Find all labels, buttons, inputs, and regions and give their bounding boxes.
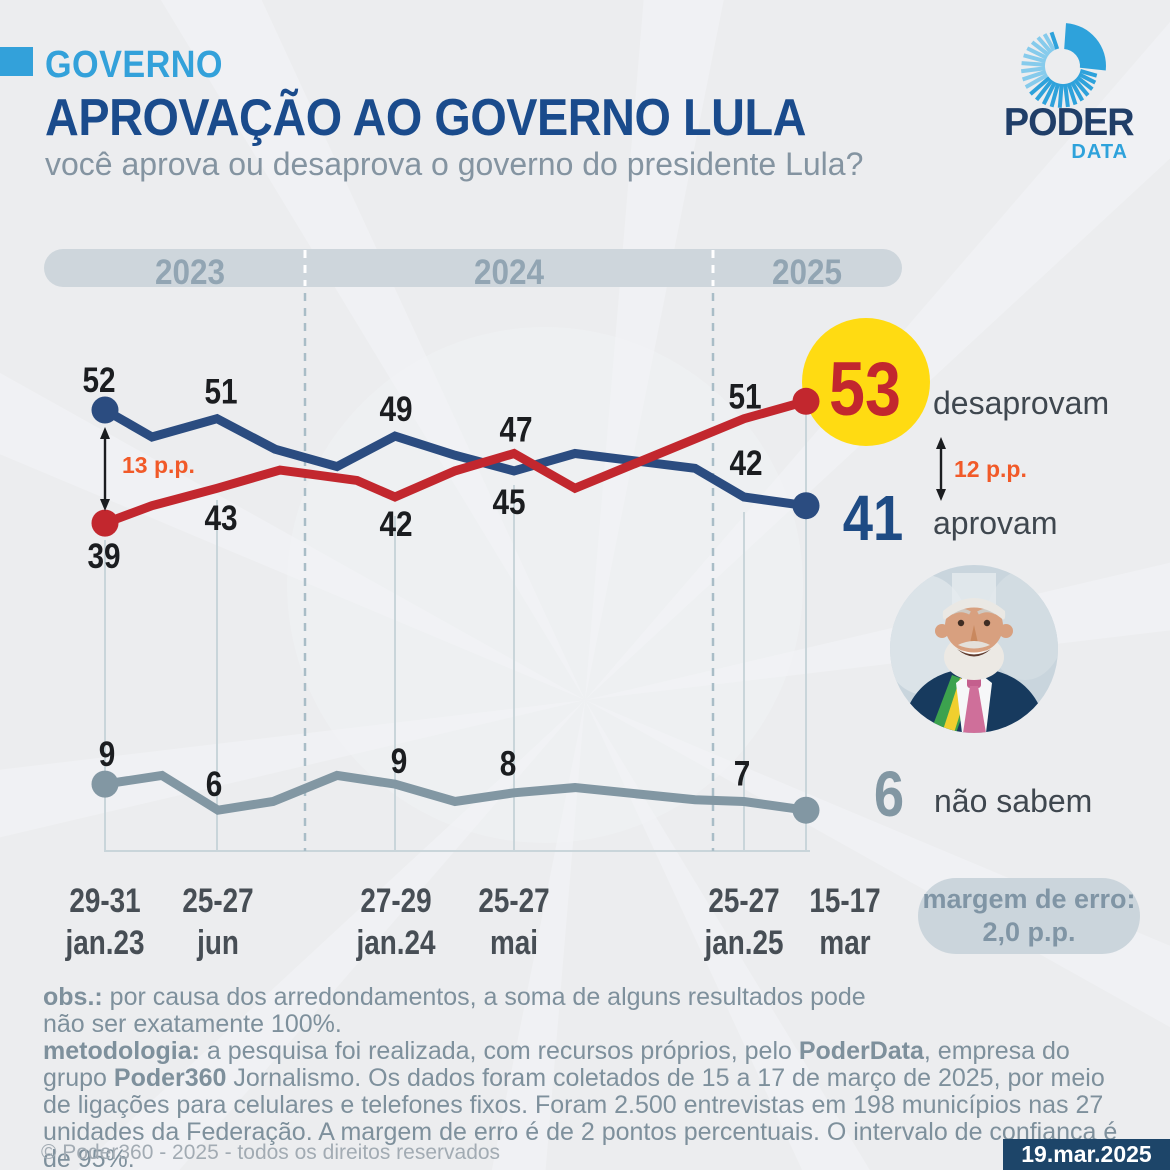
margin-of-error-badge: margem de erro: 2,0 p.p. (918, 878, 1140, 954)
line-desaprovam (100, 396, 811, 528)
kicker: GOVERNO (45, 44, 223, 86)
logo-poder: PODER (1003, 101, 1135, 144)
logo-ray (1049, 82, 1061, 108)
logo-ray (1041, 81, 1057, 106)
x-axis-label: 25-27 jun (182, 882, 254, 962)
watermark-ray (585, 0, 1170, 700)
point-label-desaprovam: 47 (499, 410, 532, 449)
gap-arrowhead (100, 499, 110, 511)
lula-photo (890, 565, 1058, 733)
year-2024: 2024 (473, 253, 545, 292)
watermark-ray (394, 700, 585, 1170)
gap-13pp-label: 13 p.p. (122, 452, 195, 478)
dot-desaprovam (792, 387, 820, 415)
point-label-desaprovam: 51 (728, 377, 761, 416)
watermark-ray (585, 475, 1170, 700)
point-label-desaprovam: 39 (87, 537, 120, 576)
logo-ray (1020, 66, 1046, 74)
point-label-nao-sabem: 6 (206, 765, 223, 804)
logo-ray (1034, 78, 1054, 102)
point-label-aprovam: 42 (729, 444, 762, 483)
logo-ray (1073, 78, 1090, 97)
watermark-circle (287, 327, 803, 843)
year-band (44, 249, 902, 287)
x-axis-label: 25-27 mai (478, 882, 550, 962)
dot-nao-sabem (792, 796, 820, 824)
point-label-nao-sabem: 9 (99, 735, 116, 774)
publication-date: 19.mar.2025 (1003, 1139, 1170, 1170)
logo-data: DATA (1071, 141, 1128, 163)
copyright: © Poder360 - 2025 - todos os direitos re… (41, 1141, 501, 1164)
point-label-aprovam: 51 (204, 372, 237, 411)
lula-avatar-illustration (890, 565, 1058, 733)
dot-aprovam (91, 396, 119, 424)
logo-ray (1042, 33, 1056, 52)
point-label-aprovam: 49 (379, 390, 412, 429)
line-nao-sabem (100, 770, 811, 815)
logo-ray (1024, 73, 1049, 89)
logo-ray (1079, 69, 1098, 78)
logo-ray (1057, 83, 1064, 108)
point-label-nao-sabem: 8 (500, 744, 517, 783)
logo-ray (1063, 83, 1070, 108)
x-axis-label: 25-27 jan.25 (704, 882, 784, 962)
watermark-ray (0, 700, 585, 1170)
line-aprovam (100, 405, 811, 511)
badge-line1: margem de erro: (922, 884, 1136, 914)
gap-arrowhead (100, 427, 110, 439)
aprovam-label: aprovam (933, 505, 1058, 541)
badge-line2: 2,0 p.p. (982, 917, 1076, 947)
watermark-ray (585, 0, 776, 700)
year-2025: 2025 (771, 253, 843, 292)
nao-sabem-label: não sabem (934, 783, 1093, 819)
page-subtitle: você aprova ou desaprova o governo do pr… (45, 146, 864, 182)
page-title: APROVAÇÃO AO GOVERNO LULA (45, 89, 806, 147)
logo-ray (1078, 72, 1097, 85)
x-axis-label: 29-31 jan.23 (65, 882, 145, 962)
dot-aprovam (792, 492, 820, 520)
point-label-desaprovam: 43 (204, 499, 237, 538)
desaprovam-value: 53 (829, 347, 901, 432)
point-label-desaprovam: 42 (379, 505, 412, 544)
gap-arrowhead (936, 437, 946, 449)
kicker-square (0, 47, 33, 76)
logo-ray (1021, 61, 1046, 67)
logo-ray (1075, 75, 1094, 91)
point-label-aprovam: 45 (492, 483, 525, 522)
dot-desaprovam (91, 509, 119, 537)
year-2023: 2023 (154, 253, 226, 292)
watermark-ray (585, 700, 1094, 1170)
logo-ray (1030, 40, 1050, 57)
point-label-aprovam: 52 (82, 361, 115, 400)
point-label-nao-sabem: 9 (391, 742, 408, 781)
logo-ray (1036, 36, 1053, 54)
logo-solid-sector (1064, 23, 1106, 71)
x-axis-label: 15-17 mar (809, 882, 881, 962)
highlight-circle (802, 318, 930, 446)
gap-12pp-label: 12 p.p. (954, 456, 1027, 482)
logo-ray (1029, 76, 1051, 96)
x-axis-label: 27-29 jan.24 (356, 882, 436, 962)
logo-ray (1023, 53, 1047, 64)
logo-ray (1026, 46, 1048, 60)
watermark-ray (0, 700, 585, 925)
nao-sabem-value: 6 (873, 758, 905, 830)
publication-date-text: 19.mar.2025 (1021, 1141, 1152, 1167)
poderdata-logo-icon (1020, 23, 1106, 108)
gap-arrowhead (936, 489, 946, 501)
logo-ray (1070, 80, 1085, 102)
desaprovam-label: desaprovam (933, 385, 1110, 421)
logo-ray (1049, 31, 1060, 50)
methodology-note: metodologia: a pesquisa foi realizada, c… (43, 1037, 1118, 1170)
logo-ray (1066, 82, 1078, 106)
logo-ray (1021, 69, 1047, 82)
aprovam-value: 41 (842, 482, 904, 554)
watermark-ray (0, 220, 585, 700)
obs-note: obs.: por causa dos arredondamentos, a s… (43, 983, 866, 1038)
point-label-nao-sabem: 7 (734, 754, 751, 793)
dot-nao-sabem (91, 770, 119, 798)
